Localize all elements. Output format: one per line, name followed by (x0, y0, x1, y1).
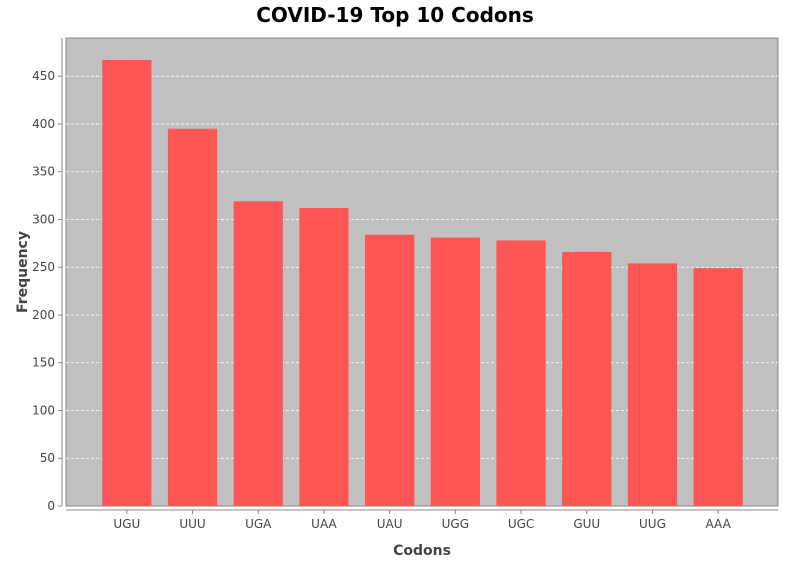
chart-title: COVID-19 Top 10 Codons (256, 3, 534, 27)
y-tick-label: 300 (32, 212, 55, 226)
bar-uaa (299, 208, 349, 506)
x-tick-label-aaa: AAA (706, 517, 732, 531)
y-tick-label: 200 (32, 308, 55, 322)
x-tick-label-uau: UAU (377, 517, 403, 531)
x-tick-label-uug: UUG (639, 517, 666, 531)
y-tick-label: 400 (32, 117, 55, 131)
bar-guu (562, 251, 612, 506)
x-tick-label-ugc: UGC (508, 517, 534, 531)
y-axis-label: Frequency (15, 231, 31, 313)
x-axis: UGU UUU UGA UAA UAU UGG UGC GUU UUG AAA (66, 509, 778, 531)
bars (102, 59, 743, 507)
bar-uug (627, 263, 678, 506)
x-tick-label-uga: UGA (245, 517, 272, 531)
x-axis-label: Codons (393, 543, 451, 559)
y-tick-label: 50 (40, 451, 55, 465)
y-tick-label: 100 (32, 403, 55, 417)
x-tick-label-guu: GUU (573, 517, 600, 531)
x-tick-label-uaa: UAA (311, 517, 337, 531)
bar-ugg (430, 237, 480, 506)
bar-aaa (693, 268, 743, 506)
bar-uau (365, 234, 415, 506)
x-tick-label-ugu: UGU (113, 517, 140, 531)
y-tick-label: 350 (32, 165, 55, 179)
y-tick-label: 450 (32, 69, 55, 83)
bar-ugc (496, 240, 546, 506)
bar-uga (233, 201, 283, 506)
y-tick-label: 150 (32, 356, 55, 370)
bar-uuu (167, 128, 218, 507)
y-tick-label: 250 (32, 260, 55, 274)
bar-ugu (102, 59, 152, 506)
x-tick-label-ugg: UGG (442, 517, 469, 531)
y-tick-label: 0 (47, 499, 55, 513)
gridlines (66, 75, 778, 459)
x-tick-label-uuu: UUU (179, 517, 205, 531)
y-axis: 0 50 100 150 200 250 300 350 400 450 (32, 38, 63, 513)
